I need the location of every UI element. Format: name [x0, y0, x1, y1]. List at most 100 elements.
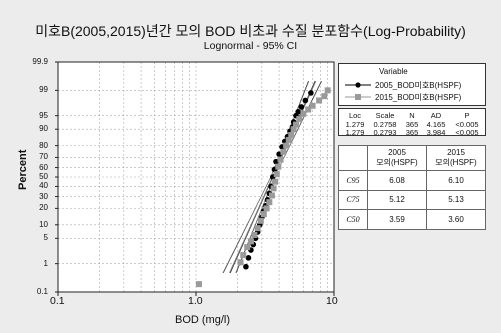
data-point	[275, 163, 282, 170]
y-tick-label: 30	[39, 191, 48, 201]
legend-header: Variable	[379, 67, 408, 76]
data-point	[316, 97, 323, 104]
data-point	[309, 102, 316, 109]
data-point	[244, 244, 251, 251]
data-point	[237, 259, 244, 266]
x-tick-label: 0.1	[50, 295, 65, 307]
stats-cell: <0.005	[455, 120, 479, 129]
y-tick-label: 1	[43, 258, 48, 268]
stats-cell: 365	[405, 120, 419, 129]
ctable-row-label: C50	[338, 209, 368, 230]
ctable-cell: 6.10	[426, 170, 486, 191]
legend-item-2005: 2005_BOD미호B(HSPF)	[343, 80, 483, 90]
ctable-cell: 5.12	[367, 189, 427, 211]
legend: Variable 2005_BOD미호B(HSPF) 2015_BOD미호B(H…	[338, 63, 486, 106]
stats-cell: 0.2758	[373, 120, 397, 129]
data-point	[288, 131, 295, 138]
stats-cell: 4.165	[426, 120, 446, 129]
stats-row: 1.279 0.2758 365 4.165 <0.005	[339, 120, 487, 129]
y-tick-label: 10	[39, 219, 48, 229]
data-point	[295, 108, 301, 115]
stats-header: N	[409, 111, 415, 120]
data-point	[292, 121, 299, 128]
ctable-row-label: C95	[338, 170, 368, 191]
stats-cell: 3.984	[426, 128, 446, 137]
ctable-header-row: 2005 모의(HSPF) 2015 모의(HSPF)	[338, 145, 486, 171]
y-tick-label: 0.1	[36, 287, 48, 296]
data-point	[260, 211, 267, 218]
data-point	[296, 116, 303, 123]
x-tick-label: 1.0	[188, 295, 203, 307]
data-point	[298, 104, 305, 110]
data-point	[324, 87, 331, 94]
chart-subtitle: Lognormal - 95% CI	[203, 40, 298, 52]
y-tick-label: 5	[43, 233, 48, 243]
ctable-cell: 6.08	[367, 170, 427, 191]
stats-cell: 365	[405, 128, 419, 137]
legend-item-2015: 2015_BOD미호B(HSPF)	[343, 92, 483, 102]
y-tick-label: 50	[39, 172, 48, 181]
ctable-corner-cell	[338, 145, 368, 171]
ctable-row-label: C75	[338, 189, 368, 211]
data-point	[257, 217, 264, 224]
y-tick-label: 70	[39, 152, 48, 162]
legend-label-2005: 2005_BOD미호B(HSPF)	[375, 81, 462, 90]
data-point	[270, 185, 277, 192]
stats-header: P	[464, 111, 470, 120]
data-point	[272, 178, 279, 185]
ctable-col-sub: 모의(HSPF)	[376, 158, 418, 167]
data-point	[277, 156, 284, 163]
stats-header: Scale	[375, 111, 395, 120]
ctable-cell: 5.13	[426, 189, 486, 211]
data-point	[302, 97, 309, 104]
ctable-cell: 3.60	[426, 209, 486, 230]
circle-marker-icon	[345, 82, 371, 88]
x-axis-label: BOD (mg/l)	[175, 314, 230, 326]
data-point	[273, 158, 279, 165]
data-point	[247, 238, 254, 245]
x-tick-label: 10	[326, 295, 338, 307]
ctable-row: C50 3.59 3.60	[338, 209, 486, 230]
stats-header-row: Loc Scale N AD P	[339, 111, 487, 120]
chart-title: 미호B(2005,2015)년간 모의 BOD 비초과 수질 분포함수(Log-…	[35, 23, 466, 39]
concentration-table: 2005 모의(HSPF) 2015 모의(HSPF) C95 6.08 6.1…	[338, 145, 486, 230]
data-point	[266, 199, 273, 206]
stats-cell: 1.279	[345, 120, 365, 129]
stats-cell: <0.005	[455, 128, 479, 137]
y-tick-label: 80	[39, 140, 48, 150]
data-point	[268, 192, 275, 199]
stats-row: 1.279 0.2793 365 3.984 <0.005	[339, 128, 487, 137]
data-point	[195, 281, 202, 288]
square-marker-icon	[345, 94, 371, 100]
data-point	[254, 225, 261, 232]
ctable-col-year: 2015	[447, 148, 465, 157]
stats-header: Loc	[348, 111, 362, 120]
ctable-col-year: 2005	[388, 148, 406, 157]
ctable-col-header: 2015 모의(HSPF)	[426, 145, 486, 171]
y-tick-label: 99	[39, 85, 48, 95]
stats-table: Loc Scale N AD P 1.279 0.2758 365 4.165 …	[338, 108, 487, 137]
data-point	[285, 136, 292, 143]
data-point	[280, 148, 287, 155]
legend-label-2015: 2015_BOD미호B(HSPF)	[375, 93, 462, 102]
stats-cell: 1.279	[345, 128, 365, 137]
y-tick-label: 20	[39, 203, 48, 213]
y-tick-label: 60	[39, 162, 48, 172]
data-point	[283, 142, 290, 149]
data-point	[263, 205, 270, 212]
stats-cell: 0.2793	[373, 128, 397, 137]
y-tick-label: 95	[39, 110, 48, 120]
data-point	[273, 171, 280, 178]
y-tick-label: 40	[39, 181, 48, 191]
data-point	[305, 106, 312, 113]
data-point	[321, 93, 328, 100]
data-point	[300, 110, 307, 117]
y-tick-label: 99.9	[32, 57, 48, 66]
data-point	[240, 252, 247, 259]
y-tick-label: 90	[39, 124, 48, 134]
ctable-col-sub: 모의(HSPF)	[435, 158, 477, 167]
data-point	[251, 231, 258, 238]
data-point	[290, 126, 297, 133]
